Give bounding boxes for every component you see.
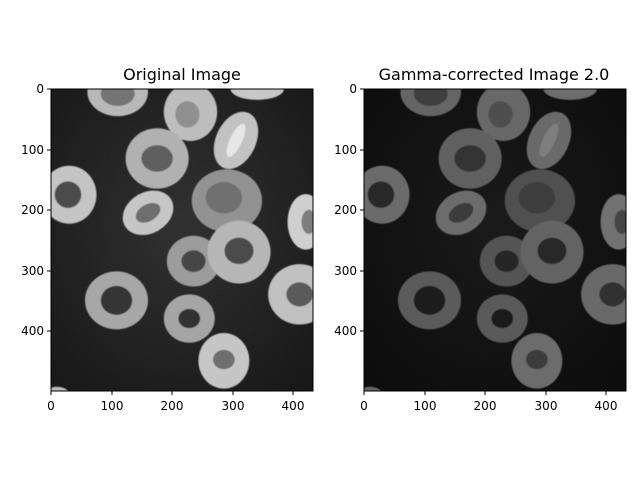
panel-title-original: Original Image	[123, 65, 241, 84]
x-tick-label: 400	[282, 399, 305, 413]
x-tick-label: 100	[414, 399, 437, 413]
y-tick-label: 0	[349, 82, 357, 96]
panel-title-gamma: Gamma-corrected Image 2.0	[379, 65, 610, 84]
y-tick-label: 400	[334, 324, 357, 338]
y-tick-label: 100	[334, 143, 357, 157]
y-tick-label: 200	[21, 203, 44, 217]
x-axis-original	[50, 391, 294, 395]
axes-frame-original	[50, 88, 314, 392]
y-tick-label: 200	[334, 203, 357, 217]
x-tick-label: 100	[101, 399, 124, 413]
y-tick-label: 300	[334, 264, 357, 278]
x-tick-label: 200	[161, 399, 184, 413]
x-tick-label: 300	[535, 399, 558, 413]
y-tick-label: 0	[36, 82, 44, 96]
x-tick-label: 200	[474, 399, 497, 413]
x-tick-label: 0	[360, 399, 368, 413]
y-tick-label: 400	[21, 324, 44, 338]
x-tick-label: 0	[47, 399, 55, 413]
panel-gamma: Gamma-corrected Image 2.0 0 100 200 300 …	[334, 65, 627, 413]
original-image	[42, 68, 331, 401]
y-tick-label: 100	[21, 143, 44, 157]
axes-frame-gamma	[363, 88, 627, 392]
gamma-corrected-image	[364, 89, 626, 391]
x-tick-label: 300	[222, 399, 245, 413]
x-axis-gamma	[363, 391, 607, 395]
panel-original: Original Image 0 100 200 300 400 0 100 2…	[21, 65, 331, 413]
y-axis-gamma	[360, 88, 364, 332]
y-axis-original	[47, 88, 51, 332]
y-tick-label: 300	[21, 264, 44, 278]
x-tick-label: 400	[595, 399, 618, 413]
